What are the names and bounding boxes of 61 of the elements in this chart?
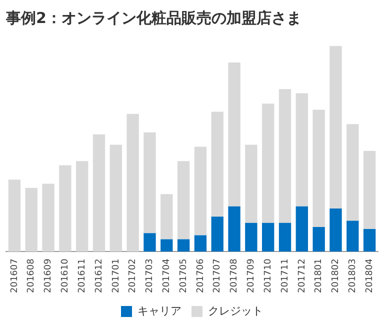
x-tick-label: 201711 xyxy=(280,258,290,294)
x-tick-label: 201702 xyxy=(128,258,138,294)
bar xyxy=(177,161,190,240)
bar xyxy=(278,89,292,223)
x-tick-label: 201803 xyxy=(348,258,358,294)
bar xyxy=(330,208,342,252)
legend-label: キャリア xyxy=(138,304,182,318)
bar xyxy=(228,62,240,206)
bar xyxy=(262,222,274,252)
bar xyxy=(42,184,54,252)
bar xyxy=(346,124,359,221)
bar xyxy=(211,216,224,252)
bar xyxy=(59,165,72,252)
bar xyxy=(8,180,21,252)
x-tick-label: 201804 xyxy=(364,258,375,294)
x-tick-label: 201712 xyxy=(297,258,308,294)
bar xyxy=(278,222,292,252)
bar xyxy=(110,144,122,252)
bar xyxy=(211,112,224,217)
bar xyxy=(160,194,173,240)
bar xyxy=(262,104,274,223)
x-tick-label: 201706 xyxy=(196,258,206,294)
bar xyxy=(194,235,207,252)
bar xyxy=(25,188,38,252)
bar xyxy=(312,226,325,252)
bar xyxy=(330,46,342,208)
x-tick-label: 201607 xyxy=(10,258,20,294)
bar xyxy=(126,114,139,252)
bar xyxy=(346,220,359,252)
x-tick-label: 201612 xyxy=(94,258,104,294)
x-tick-label: 201801 xyxy=(314,258,324,294)
x-tick-label: 201802 xyxy=(331,258,342,294)
x-tick-label: 201707 xyxy=(212,258,223,294)
x-tick-label: 201610 xyxy=(60,258,71,294)
bar xyxy=(144,233,156,252)
x-tick-label: 201710 xyxy=(263,258,274,294)
x-tick-label: 201703 xyxy=(145,258,156,294)
bar xyxy=(76,161,88,252)
bar xyxy=(92,134,106,252)
bar xyxy=(160,239,173,252)
x-tick-label: 201608 xyxy=(26,258,37,294)
bar xyxy=(296,206,308,252)
x-tick-label: 201709 xyxy=(246,258,257,294)
x-tick-label: 201611 xyxy=(77,258,88,294)
bar xyxy=(144,132,156,234)
bar xyxy=(296,93,308,206)
bar xyxy=(245,222,258,252)
x-tick-label: 201708 xyxy=(230,258,240,294)
x-tick-label: 201705 xyxy=(178,258,189,294)
bar xyxy=(312,110,325,227)
bar xyxy=(363,229,376,252)
bar xyxy=(194,146,207,236)
chart-title: 事例2：オンライン化粧品販売の加盟店さま xyxy=(5,8,302,27)
bar xyxy=(228,206,240,252)
x-tick-label: 201701 xyxy=(111,258,122,294)
x-tick-label: 201609 xyxy=(44,258,54,294)
bar xyxy=(363,150,376,230)
bar xyxy=(177,239,190,252)
bar xyxy=(245,144,258,223)
legend-label: クレジット xyxy=(208,304,263,318)
x-tick-label: 201704 xyxy=(162,258,172,294)
